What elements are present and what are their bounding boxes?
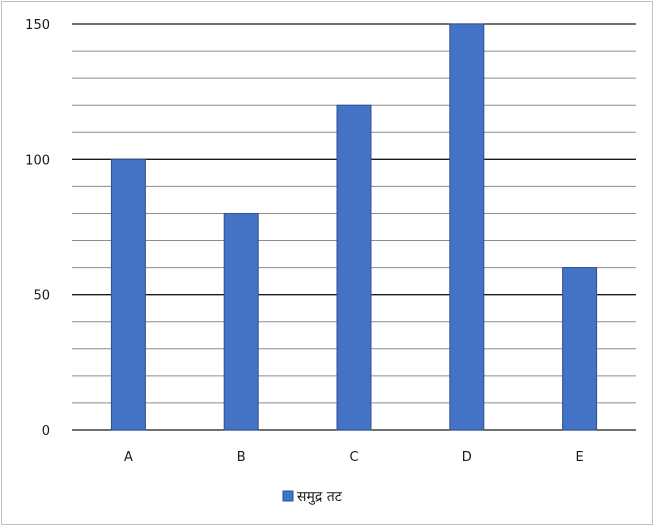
bars	[110, 23, 598, 431]
legend-label: समुद्र तट	[297, 489, 343, 505]
x-tick-label: C	[349, 450, 358, 465]
bar-A	[110, 158, 146, 431]
x-tick-label: A	[124, 450, 133, 465]
y-tick-label: 100	[25, 153, 50, 168]
bar-E	[562, 267, 598, 431]
bar-B	[223, 212, 259, 431]
legend: समुद्र तट	[282, 489, 343, 505]
y-tick-label: 50	[33, 289, 50, 304]
bar-C	[336, 104, 372, 431]
y-tick-label: 150	[25, 18, 50, 33]
y-tick-label: 0	[42, 424, 50, 439]
x-tick-label: D	[462, 450, 472, 465]
bar-D	[449, 23, 485, 431]
x-tick-label: B	[237, 450, 246, 465]
legend-swatch	[282, 490, 294, 502]
x-tick-label: E	[575, 450, 583, 465]
x-axis-ticks: A B C D E	[124, 450, 584, 465]
y-axis-ticks: 0 50 100 150	[25, 18, 50, 439]
